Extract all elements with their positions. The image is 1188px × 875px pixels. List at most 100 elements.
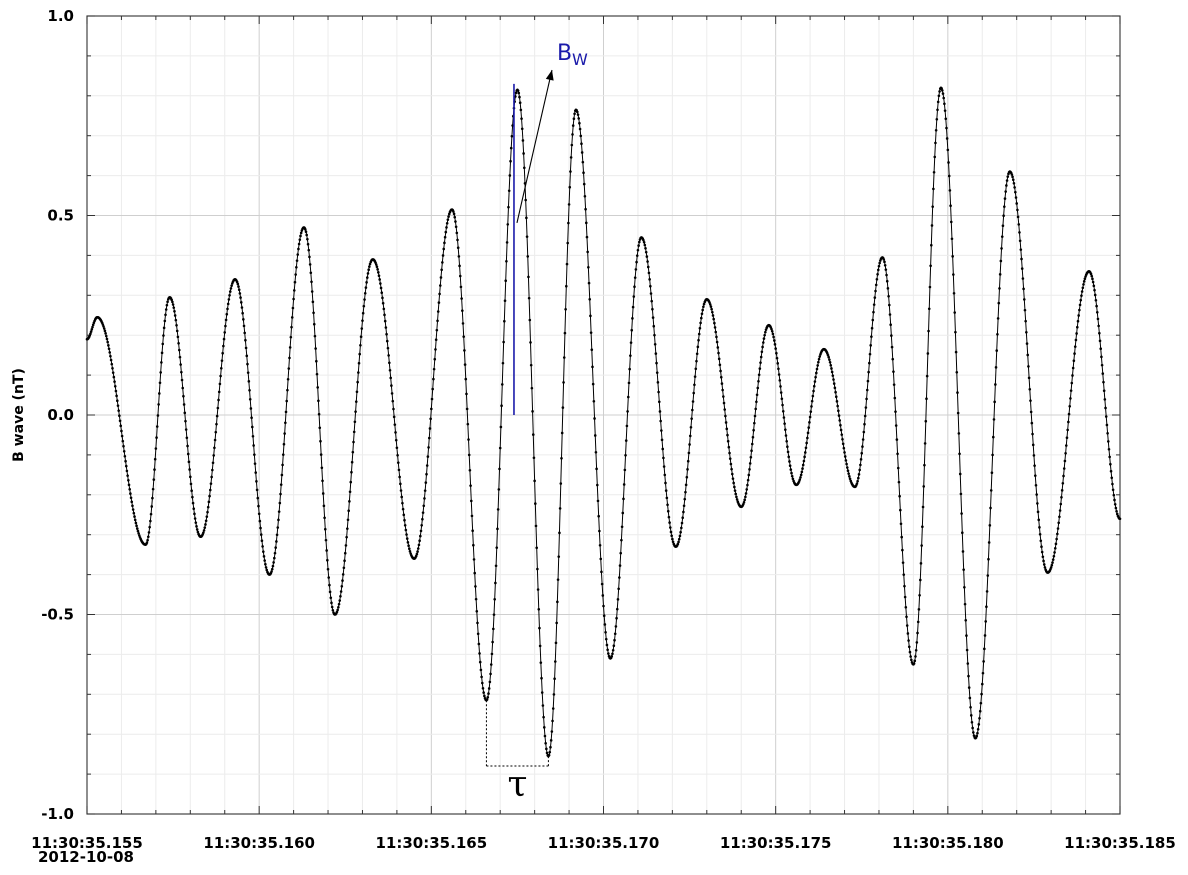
data-point xyxy=(1078,303,1082,307)
data-point xyxy=(327,576,331,579)
data-point xyxy=(365,281,368,284)
data-point xyxy=(845,466,849,469)
data-point xyxy=(722,401,726,405)
data-point xyxy=(315,372,319,376)
data-point xyxy=(270,567,274,571)
data-point xyxy=(874,283,878,287)
data-point xyxy=(341,579,344,582)
data-point xyxy=(983,647,986,651)
data-point xyxy=(1001,224,1005,228)
data-point xyxy=(833,386,837,390)
data-point xyxy=(931,205,934,208)
data-point xyxy=(623,468,627,472)
data-point xyxy=(1118,517,1122,521)
data-point xyxy=(818,355,822,358)
data-point xyxy=(642,238,645,242)
data-point xyxy=(802,459,806,463)
data-point xyxy=(456,238,459,242)
data-point xyxy=(219,366,223,370)
data-point xyxy=(1000,247,1003,250)
data-point xyxy=(211,461,215,465)
data-point xyxy=(1075,332,1078,335)
data-point xyxy=(525,216,528,220)
data-point xyxy=(540,676,543,680)
data-point xyxy=(875,278,879,281)
data-point xyxy=(217,398,220,402)
data-point xyxy=(541,704,545,707)
data-point xyxy=(271,564,275,568)
data-point xyxy=(242,324,246,328)
data-point xyxy=(254,471,258,474)
data-point xyxy=(120,429,123,433)
data-point xyxy=(245,354,249,358)
data-point xyxy=(869,344,872,347)
data-point xyxy=(209,482,213,485)
data-point xyxy=(119,424,123,428)
data-point xyxy=(1113,502,1117,506)
data-point xyxy=(235,280,239,284)
data-point xyxy=(225,312,229,316)
data-point xyxy=(548,750,552,754)
data-point xyxy=(635,260,638,264)
data-point xyxy=(578,127,582,131)
data-point xyxy=(503,319,506,323)
data-point xyxy=(713,326,717,329)
data-point xyxy=(787,455,791,459)
data-point xyxy=(692,391,696,395)
data-point xyxy=(848,477,852,481)
data-point xyxy=(174,318,178,322)
data-point xyxy=(1109,469,1113,473)
data-point xyxy=(360,327,364,330)
data-point xyxy=(526,255,530,258)
data-point xyxy=(150,505,154,508)
data-point xyxy=(216,406,220,410)
data-point xyxy=(1066,428,1069,432)
data-point xyxy=(1091,277,1094,281)
data-point xyxy=(604,630,607,634)
data-point xyxy=(599,557,603,561)
data-point xyxy=(643,243,647,247)
data-point xyxy=(377,274,381,278)
data-point xyxy=(989,489,993,492)
data-point xyxy=(686,459,690,463)
data-point xyxy=(476,632,480,636)
data-point xyxy=(633,285,636,288)
data-point xyxy=(790,471,793,475)
data-point xyxy=(131,508,135,511)
data-point xyxy=(137,532,140,535)
data-point xyxy=(335,610,339,614)
data-point xyxy=(186,452,190,456)
data-point xyxy=(326,567,330,571)
data-point xyxy=(534,502,537,505)
data-point xyxy=(430,397,434,401)
data-point xyxy=(525,235,529,238)
data-point xyxy=(498,446,502,450)
data-point xyxy=(848,475,851,478)
data-point xyxy=(799,476,802,479)
data-point xyxy=(958,452,961,456)
data-point xyxy=(175,329,179,333)
data-point xyxy=(733,489,737,492)
data-point xyxy=(743,498,746,502)
data-point xyxy=(927,329,930,333)
data-point xyxy=(1003,197,1007,200)
data-point xyxy=(113,380,116,383)
data-point xyxy=(148,525,151,529)
data-point xyxy=(528,318,532,322)
data-point xyxy=(651,307,654,311)
data-point xyxy=(1036,510,1040,514)
data-point xyxy=(361,319,364,322)
data-point xyxy=(145,541,149,544)
data-point xyxy=(493,597,496,601)
data-point xyxy=(750,442,754,446)
data-point xyxy=(339,590,343,593)
data-point xyxy=(581,160,585,164)
data-point xyxy=(389,376,393,380)
data-point xyxy=(724,421,728,424)
data-point xyxy=(841,437,844,441)
data-point xyxy=(505,241,509,244)
data-point xyxy=(376,268,379,271)
data-point xyxy=(400,495,404,499)
grid xyxy=(87,16,1120,814)
data-point xyxy=(419,534,422,538)
